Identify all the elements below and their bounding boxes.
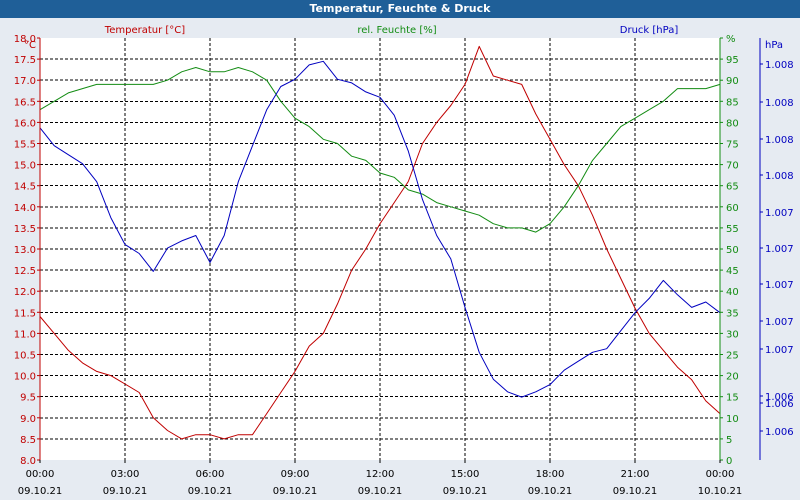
legend-humidity: rel. Feuchte [%] [357, 25, 436, 36]
right-tick-label: 1.008 [765, 135, 794, 146]
left-tick-label: 12.5 [14, 266, 36, 277]
left-tick-label: 13.0 [14, 245, 36, 256]
left-tick-label: 14.0 [14, 203, 36, 214]
x-tick-date: 09.10.21 [188, 486, 233, 497]
left-tick-label: 15.5 [14, 140, 36, 151]
right-tick-label: 1.006 [765, 399, 794, 410]
left-tick-label: 16.5 [14, 97, 36, 108]
x-tick-time: 00:00 [26, 469, 55, 480]
middle-tick-label: 0 [726, 456, 732, 467]
series-line-humidity [39, 67, 721, 233]
right-axis-ticks: 1.0061.0061.0061.0071.0071.0071.0071.007… [760, 40, 794, 438]
x-tick-time: 12:00 [366, 469, 395, 480]
right-axis-unit: hPa [765, 40, 783, 51]
left-axis-unit: °C [24, 40, 36, 51]
left-tick-label: 17.0 [14, 76, 36, 87]
x-tick-date: 09.10.21 [18, 486, 63, 497]
series-line-pressure [39, 60, 721, 398]
middle-tick-label: 60 [726, 203, 739, 214]
x-tick-time: 15:00 [451, 469, 480, 480]
left-tick-label: 18.0 [14, 34, 36, 45]
left-tick-label: 11.5 [14, 308, 36, 319]
legend: Temperatur [°C] rel. Feuchte [%] Druck [hP… [104, 25, 679, 36]
left-tick-label: 12.0 [14, 287, 36, 298]
x-tick-date: 09.10.21 [613, 486, 658, 497]
window-title: Temperatur, Feuchte & Druck [0, 0, 800, 18]
left-tick-label: 15.0 [14, 161, 36, 172]
middle-tick-label: 25 [726, 351, 739, 362]
middle-tick-label: 65 [726, 182, 739, 193]
middle-tick-label: 95 [726, 55, 739, 66]
right-tick-label: 1.007 [765, 345, 794, 356]
right-tick-label: 1.008 [765, 171, 794, 182]
right-tick-label: 1.008 [765, 98, 794, 109]
left-tick-label: 9.0 [20, 414, 36, 425]
right-tick-label: 1.008 [765, 60, 794, 71]
right-tick-label: 1.006 [765, 427, 794, 438]
middle-tick-label: 5 [726, 435, 732, 446]
middle-tick-label: 10 [726, 414, 739, 425]
middle-tick-label: 30 [726, 329, 739, 340]
x-tick-time: 09:00 [281, 469, 310, 480]
x-tick-date: 09.10.21 [528, 486, 573, 497]
legend-pressure: Druck [hPa] [620, 25, 679, 36]
series-lines [39, 45, 721, 440]
middle-tick-label: 50 [726, 245, 739, 256]
left-tick-label: 8.0 [20, 456, 36, 467]
middle-tick-label: 85 [726, 97, 739, 108]
series-line-temperature [39, 45, 721, 440]
left-tick-label: 10.0 [14, 372, 36, 383]
middle-tick-label: 40 [726, 287, 739, 298]
right-tick-label: 1.006 [765, 392, 794, 403]
middle-tick-label: % [726, 34, 736, 45]
x-tick-time: 21:00 [621, 469, 650, 480]
left-tick-label: 9.5 [20, 393, 36, 404]
left-tick-label: 11.0 [14, 329, 36, 340]
middle-tick-label: 35 [726, 308, 739, 319]
left-tick-label: 8.5 [20, 435, 36, 446]
right-tick-label: 1.007 [765, 244, 794, 255]
x-tick-time: 06:00 [196, 469, 225, 480]
middle-tick-label: 80 [726, 118, 739, 129]
middle-axis-ticks: 0 5 10 15 20 25 30 35 40 45 50 55 60 65 70 75 80 85 90 95% [720, 34, 739, 467]
x-tick-date: 10.10.21 [698, 486, 743, 497]
left-tick-label: 17.5 [14, 55, 36, 66]
legend-temperature: Temperatur [°C] [104, 25, 185, 36]
middle-tick-label: 75 [726, 140, 739, 151]
middle-tick-label: 90 [726, 76, 739, 87]
x-axis-ticks: 00:00 09.10.21 03:00 09.10.21 06:00 09.10.21 0… [18, 460, 743, 497]
middle-tick-label: 15 [726, 393, 739, 404]
left-axis-ticks: 8.0 8.5 9.0 9.5 10.0 10.5 11.0 11.5 12.0 12.5 13.0… [14, 34, 40, 467]
left-tick-label: 13.5 [14, 224, 36, 235]
middle-tick-label: 55 [726, 224, 739, 235]
left-tick-label: 14.5 [14, 182, 36, 193]
right-tick-label: 1.007 [765, 317, 794, 328]
middle-tick-label: 45 [726, 266, 739, 277]
right-tick-label: 1.007 [765, 208, 794, 219]
x-tick-date: 09.10.21 [103, 486, 148, 497]
x-tick-date: 09.10.21 [443, 486, 488, 497]
x-tick-date: 09.10.21 [358, 486, 403, 497]
x-tick-time: 00:00 [706, 469, 735, 480]
right-tick-label: 1.007 [765, 280, 794, 291]
x-tick-time: 03:00 [111, 469, 140, 480]
x-tick-date: 09.10.21 [273, 486, 318, 497]
x-tick-time: 18:00 [536, 469, 565, 480]
left-tick-label: 10.5 [14, 351, 36, 362]
middle-tick-label: 70 [726, 161, 739, 172]
middle-tick-label: 20 [726, 372, 739, 383]
left-tick-label: 16.0 [14, 118, 36, 129]
